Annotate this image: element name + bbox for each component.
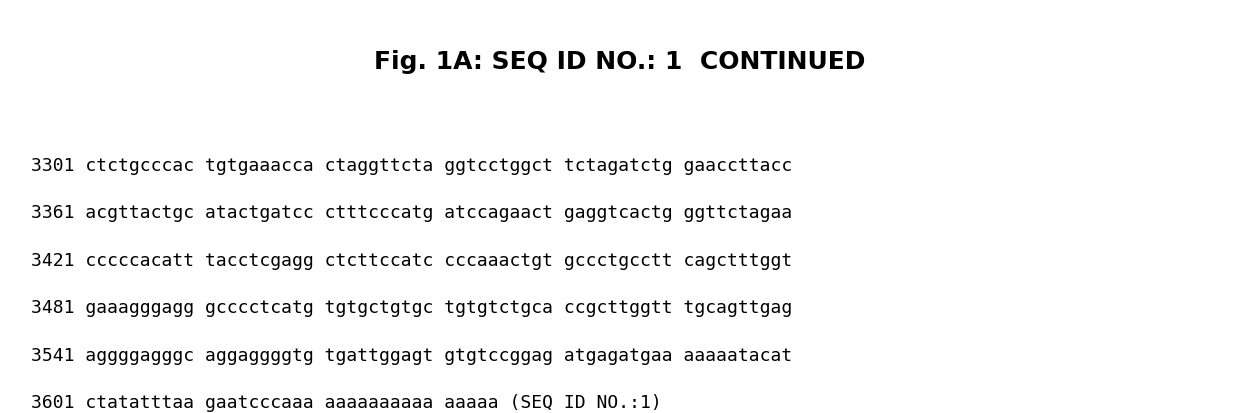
Text: 3541 aggggagggc aggaggggtg tgattggagt gtgtccggag atgagatgaa aaaaatacat: 3541 aggggagggc aggaggggtg tgattggagt gt… [31, 347, 792, 365]
Text: 3481 gaaagggagg gcccctcatg tgtgctgtgc tgtgtctgca ccgcttggtt tgcagttgag: 3481 gaaagggagg gcccctcatg tgtgctgtgc tg… [31, 299, 792, 318]
Text: 3361 acgttactgc atactgatcc ctttcccatg atccagaact gaggtcactg ggttctagaa: 3361 acgttactgc atactgatcc ctttcccatg at… [31, 204, 792, 223]
Text: 3421 cccccacatt tacctcgagg ctcttccatc cccaaactgt gccctgcctt cagctttggt: 3421 cccccacatt tacctcgagg ctcttccatc cc… [31, 252, 792, 270]
Text: 3301 ctctgcccac tgtgaaacca ctaggttcta ggtcctggct tctagatctg gaaccttacc: 3301 ctctgcccac tgtgaaacca ctaggttcta gg… [31, 157, 792, 175]
Text: 3601 ctatatttaa gaatcccaaa aaaaaaaaaa aaaaa (SEQ ID NO.:1): 3601 ctatatttaa gaatcccaaa aaaaaaaaaa aa… [31, 394, 662, 413]
Text: Fig. 1A: SEQ ID NO.: 1  CONTINUED: Fig. 1A: SEQ ID NO.: 1 CONTINUED [374, 50, 865, 74]
